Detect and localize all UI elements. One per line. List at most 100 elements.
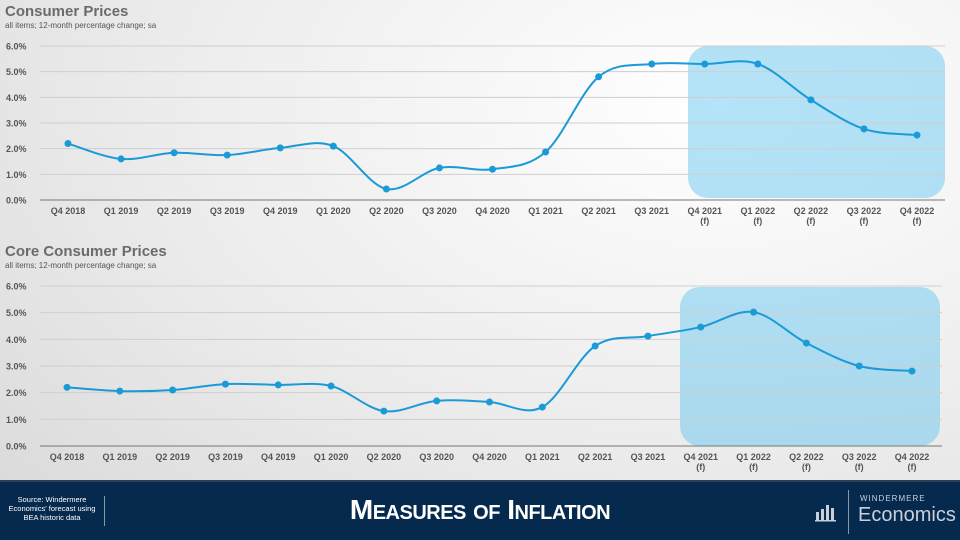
divider — [104, 496, 105, 526]
x-tick-label: Q4 2021 — [687, 206, 722, 216]
data-point — [750, 308, 758, 316]
x-tick-label: (f) — [749, 462, 758, 472]
data-point — [223, 151, 231, 159]
y-tick-label: 6.0% — [6, 282, 27, 292]
x-tick-label: (f) — [700, 216, 709, 226]
x-tick-label: Q2 2020 — [369, 206, 404, 216]
data-point — [538, 403, 546, 411]
data-point — [697, 323, 705, 331]
x-tick-label: Q2 2021 — [581, 206, 616, 216]
data-point — [435, 164, 443, 172]
brand-name: WINDERMERE — [860, 494, 926, 503]
x-tick-label: Q4 2019 — [261, 452, 296, 462]
x-tick-label: (f) — [855, 462, 864, 472]
y-tick-label: 4.0% — [6, 93, 27, 103]
chart-title-core-consumer-prices: Core Consumer Prices — [5, 243, 167, 260]
y-tick-label: 3.0% — [6, 362, 27, 372]
x-tick-label: (f) — [908, 462, 917, 472]
y-tick-label: 1.0% — [6, 170, 27, 180]
x-tick-label: Q2 2019 — [155, 452, 190, 462]
x-tick-label: Q2 2019 — [157, 206, 192, 216]
brand-subname: Economics — [858, 504, 956, 526]
x-tick-label: Q1 2020 — [314, 452, 349, 462]
divider — [848, 490, 849, 534]
x-tick-label: Q1 2021 — [528, 206, 563, 216]
bar-chart-logo-icon — [815, 505, 836, 522]
forecast-highlight — [688, 46, 945, 198]
data-point — [329, 142, 337, 150]
chart-subtitle: all items; 12-month percentage change; s… — [5, 261, 157, 270]
data-point — [64, 140, 72, 148]
x-tick-label: Q4 2018 — [51, 206, 86, 216]
x-tick-label: Q3 2022 — [847, 206, 882, 216]
x-tick-label: (f) — [802, 462, 811, 472]
x-tick-label: Q2 2020 — [367, 452, 402, 462]
y-tick-label: 1.0% — [6, 415, 27, 425]
x-tick-label: Q4 2022 — [900, 206, 935, 216]
x-tick-label: Q2 2021 — [578, 452, 613, 462]
x-tick-label: Q4 2022 — [895, 452, 930, 462]
data-point — [591, 342, 599, 350]
chart-title-consumer-prices: Consumer Prices — [5, 3, 129, 20]
data-point — [116, 387, 124, 395]
data-point — [860, 125, 868, 133]
data-point — [489, 165, 496, 173]
data-point — [117, 155, 125, 163]
footer-banner: Source: Windermere Economics' forecast u… — [0, 480, 960, 540]
data-point — [433, 397, 441, 405]
x-tick-label: Q1 2019 — [103, 452, 138, 462]
x-tick-label: (f) — [913, 216, 922, 226]
data-point — [644, 332, 652, 340]
x-tick-label: Q1 2022 — [741, 206, 776, 216]
data-point — [913, 131, 921, 139]
y-tick-label: 2.0% — [6, 144, 27, 154]
x-tick-label: (f) — [859, 216, 868, 226]
chart-subtitle: all items; 12-month percentage change; s… — [5, 21, 157, 30]
x-tick-label: (f) — [753, 216, 762, 226]
x-tick-label: Q4 2018 — [50, 452, 85, 462]
x-tick-label: Q2 2022 — [789, 452, 824, 462]
x-tick-label: Q2 2022 — [794, 206, 829, 216]
x-tick-label: Q3 2022 — [842, 452, 877, 462]
x-tick-label: Q4 2019 — [263, 206, 298, 216]
x-tick-label: (f) — [806, 216, 815, 226]
y-tick-label: 0.0% — [6, 442, 27, 452]
y-tick-label: 2.0% — [6, 388, 27, 398]
data-point — [908, 367, 916, 375]
y-tick-label: 5.0% — [6, 308, 27, 318]
y-tick-label: 4.0% — [6, 335, 27, 345]
data-point — [221, 380, 229, 388]
data-point — [595, 73, 603, 81]
x-tick-label: Q3 2019 — [210, 206, 245, 216]
y-tick-label: 6.0% — [6, 42, 27, 52]
x-tick-label: Q3 2021 — [631, 452, 666, 462]
data-point — [327, 382, 335, 390]
data-point — [542, 148, 550, 156]
data-point — [648, 60, 656, 68]
data-point — [802, 339, 810, 347]
y-tick-label: 5.0% — [6, 67, 27, 77]
y-tick-label: 0.0% — [6, 196, 27, 206]
x-tick-label: Q1 2019 — [104, 206, 139, 216]
slide-title: Measures of Inflation — [349, 494, 611, 525]
data-point — [276, 144, 284, 152]
data-point — [63, 383, 71, 391]
data-point — [274, 381, 282, 389]
core-consumer-prices-chart: 0.0% 1.0% 2.0% 3.0% 4.0% 5.0% 6.0% Q4 2018 Q1 20… — [6, 282, 942, 472]
data-point — [170, 149, 178, 157]
x-tick-label: Q4 2020 — [475, 206, 510, 216]
x-tick-label: Q1 2022 — [736, 452, 771, 462]
x-tick-label: Q4 2020 — [472, 452, 507, 462]
x-tick-label: Q3 2019 — [208, 452, 243, 462]
data-point — [754, 60, 762, 68]
data-point — [486, 398, 493, 406]
data-point — [380, 407, 388, 415]
x-tick-label: Q3 2020 — [422, 206, 457, 216]
data-point — [807, 96, 815, 104]
x-tick-label: Q1 2021 — [525, 452, 560, 462]
data-point — [855, 362, 863, 370]
x-tick-label: Q3 2020 — [419, 452, 454, 462]
x-tick-label: (f) — [696, 462, 705, 472]
source-note: Source: Windermere Economics' forecast u… — [8, 495, 96, 522]
data-point — [701, 60, 709, 68]
